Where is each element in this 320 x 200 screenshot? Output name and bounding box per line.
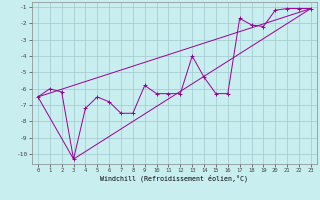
X-axis label: Windchill (Refroidissement éolien,°C): Windchill (Refroidissement éolien,°C) <box>100 175 248 182</box>
